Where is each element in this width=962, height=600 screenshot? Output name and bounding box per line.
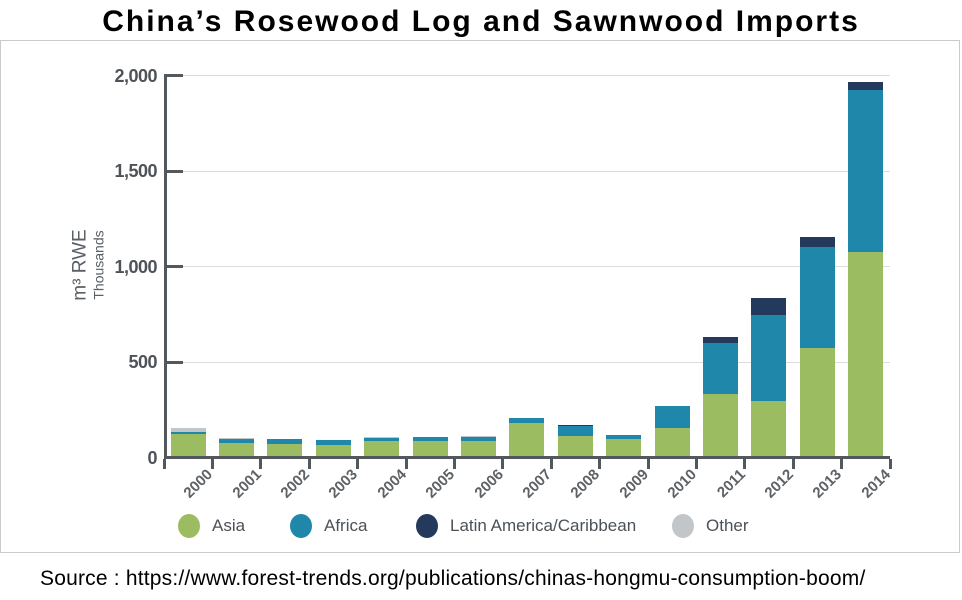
legend-label: Africa — [324, 516, 368, 535]
bar-segment-2007-africa — [509, 417, 545, 423]
bar-segment-2001-other — [218, 438, 254, 440]
y-tick-label-500: 500 — [128, 352, 157, 373]
bar-segment-2009-africa — [606, 434, 642, 440]
legend-item-latin-america-caribbean: Latin America/Caribbean — [416, 514, 636, 538]
y-tick-2000 — [164, 74, 183, 78]
y-tick-label-1500: 1,500 — [114, 161, 157, 182]
bar-segment-2013-latin-america-caribbean — [799, 236, 835, 247]
x-boundary-tick-5 — [404, 459, 408, 469]
bar-segment-2012-asia — [751, 400, 787, 458]
x-boundary-tick-15 — [888, 459, 892, 469]
legend-label: Asia — [212, 516, 246, 535]
bar-segment-2003-africa — [315, 440, 351, 445]
bar-segment-2004-africa — [364, 437, 400, 441]
source-citation: Source : https://www.forest-trends.org/p… — [40, 567, 866, 590]
x-boundary-tick-4 — [356, 459, 360, 469]
y-tick-1500 — [164, 169, 183, 173]
bar-segment-2007-asia — [509, 422, 545, 458]
gridline-2000 — [167, 75, 890, 77]
bar-segment-2008-asia — [557, 436, 593, 458]
y-tick-label-1000: 1,000 — [114, 256, 157, 277]
legend-swatch-icon — [290, 514, 312, 538]
bar-segment-2002-africa — [267, 439, 303, 445]
bar-segment-2008-africa — [557, 426, 593, 436]
bar-segment-2009-asia — [606, 439, 642, 458]
bar-segment-2013-africa — [799, 246, 835, 349]
legend-label: Latin America/Caribbean — [450, 516, 637, 535]
bar-segment-2004-asia — [364, 440, 400, 458]
x-boundary-tick-7 — [501, 459, 505, 469]
x-boundary-tick-9 — [598, 459, 602, 469]
bar-segment-2011-asia — [702, 393, 738, 458]
legend-item-africa: Africa — [290, 514, 367, 538]
bar-segment-2014-asia — [848, 251, 884, 458]
bar-segment-2011-africa — [702, 343, 738, 394]
chart-title: China’s Rosewood Log and Sawnwood Import… — [102, 5, 860, 38]
bar-segment-2006-other — [460, 435, 496, 438]
y-axis-line — [164, 74, 167, 459]
x-boundary-tick-13 — [791, 459, 795, 469]
x-boundary-tick-3 — [307, 459, 311, 469]
bar-segment-2006-africa — [460, 437, 496, 441]
bar-segment-2001-asia — [218, 442, 254, 458]
x-boundary-tick-6 — [452, 459, 456, 469]
gridline-1500 — [167, 170, 890, 172]
x-boundary-tick-10 — [646, 459, 650, 469]
x-boundary-tick-11 — [694, 459, 698, 469]
gridline-500 — [167, 361, 890, 363]
bar-segment-2000-other — [170, 428, 206, 432]
bar-segment-2010-asia — [654, 428, 690, 458]
legend-swatch-icon — [178, 514, 200, 538]
bar-segment-2010-africa — [654, 406, 690, 429]
bar-segment-2011-latin-america-caribbean — [702, 336, 738, 344]
legend-swatch-icon — [672, 514, 694, 538]
gridline-1000 — [167, 266, 890, 268]
bar-segment-2012-latin-america-caribbean — [751, 298, 787, 316]
x-boundary-tick-14 — [840, 459, 844, 469]
bar-segment-2003-asia — [315, 445, 351, 458]
bar-segment-2000-asia — [170, 434, 206, 458]
bar-segment-2000-africa — [170, 431, 206, 435]
legend-swatch-icon — [416, 514, 438, 538]
bar-segment-2013-asia — [799, 348, 835, 458]
bar-segment-2001-africa — [218, 439, 254, 443]
bar-segment-2005-africa — [412, 437, 448, 441]
bar-segment-2005-asia — [412, 440, 448, 458]
y-tick-500 — [164, 360, 183, 364]
x-boundary-tick-12 — [743, 459, 747, 469]
bar-segment-2012-africa — [751, 315, 787, 401]
bar-segment-2004-other — [364, 436, 400, 438]
x-boundary-tick-8 — [549, 459, 553, 469]
y-tick-1000 — [164, 265, 183, 269]
legend-label: Other — [706, 516, 749, 535]
bar-segment-2014-africa — [848, 89, 884, 252]
bar-segment-2002-asia — [267, 444, 303, 458]
x-boundary-tick-0 — [162, 459, 166, 469]
y-tick-label-0: 0 — [147, 448, 157, 468]
x-boundary-tick-1 — [210, 459, 214, 469]
x-axis-line — [164, 456, 890, 459]
y-tick-label-2000: 2,000 — [114, 65, 157, 86]
bar-segment-2006-asia — [460, 440, 496, 458]
bar-segment-2008-latin-america-caribbean — [557, 424, 593, 427]
legend-item-asia: Asia — [178, 514, 245, 538]
x-boundary-tick-2 — [259, 459, 263, 469]
legend-item-other: Other — [672, 514, 749, 538]
bar-segment-2014-latin-america-caribbean — [848, 82, 884, 90]
